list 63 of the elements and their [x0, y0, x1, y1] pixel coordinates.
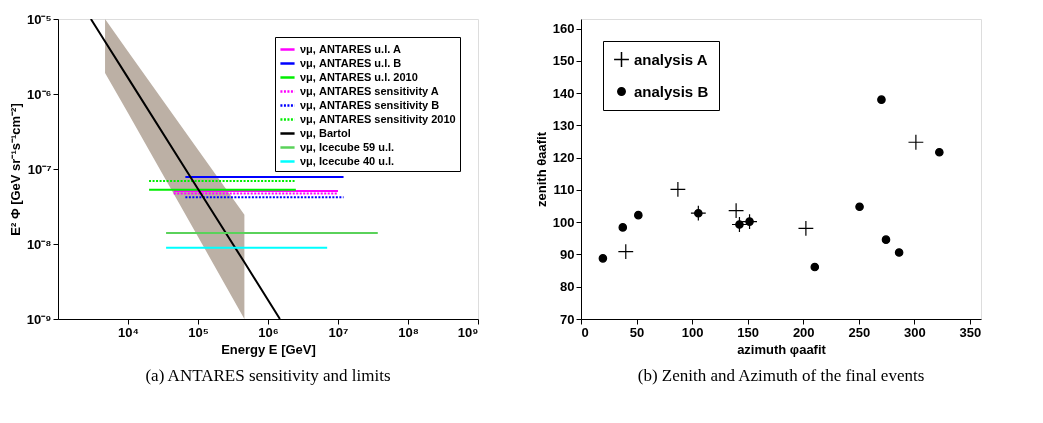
- legend-label: νμ, ANTARES sensitivity B: [300, 98, 440, 111]
- point: [877, 95, 886, 104]
- point: [797, 220, 814, 237]
- y-tick-label: 130: [552, 117, 575, 133]
- x-tick-label: 10⁹: [457, 324, 479, 340]
- y-tick-label: 90: [560, 246, 575, 262]
- point: [669, 181, 686, 198]
- y-tick-label: 10⁻⁷: [27, 161, 52, 177]
- x-tick-label: 10⁸: [398, 324, 419, 340]
- x-axis-title: Energy E [GeV]: [221, 341, 316, 357]
- point: [618, 223, 628, 232]
- y-tick-label: 70: [560, 311, 575, 327]
- point: [855, 202, 864, 212]
- point: [690, 205, 707, 222]
- x-tick-label: 10⁷: [328, 324, 349, 340]
- y-tick-label: 150: [552, 53, 575, 69]
- x-tick-label: 150: [737, 324, 760, 340]
- y-tick-label: 110: [553, 182, 575, 198]
- x-tick-label: 10⁶: [258, 324, 279, 340]
- y-axis-title: zenith θaafit: [533, 131, 549, 207]
- y-tick-label: 160: [552, 21, 575, 37]
- legend-label: νμ, ANTARES u.l. 2010: [300, 70, 418, 83]
- x-tick-label: 0: [581, 324, 589, 340]
- y-tick-label: 80: [560, 279, 575, 295]
- x-tick-label: 10⁵: [188, 324, 209, 340]
- legend-label: νμ, ANTARES sensitivity 2010: [300, 112, 456, 125]
- y-tick-label: 10⁻⁵: [26, 11, 52, 27]
- y-tick-label: 10⁻⁹: [26, 311, 52, 327]
- point: [894, 248, 904, 257]
- point: [598, 254, 608, 263]
- point: [617, 243, 634, 260]
- legend-label: analysis B: [634, 82, 709, 100]
- point: [728, 202, 745, 219]
- y-tick-label: 140: [552, 85, 575, 101]
- x-tick-label: 10⁴: [118, 324, 139, 340]
- x-tick-label: 350: [959, 324, 982, 340]
- x-tick-label: 50: [629, 324, 645, 340]
- x-tick-label: 100: [681, 324, 704, 340]
- x-tick-label: 250: [848, 324, 871, 340]
- point: [907, 134, 924, 151]
- legend-label: νμ, ANTARES u.l. B: [300, 56, 402, 69]
- x-axis-title: azimuth φaafit: [737, 341, 827, 357]
- point: [694, 208, 703, 218]
- x-tick-label: 200: [792, 324, 815, 340]
- y-tick-label: 100: [552, 214, 575, 230]
- legend-label: νμ, Icecube 59 u.l.: [300, 140, 395, 153]
- legend-label: νμ, ANTARES u.l. A: [300, 42, 401, 55]
- text: (b) Zenith and Azimuth of the final events: [637, 366, 925, 385]
- legend-label: νμ, ANTARES sensitivity A: [300, 84, 439, 97]
- point: [810, 262, 820, 272]
- x-tick-label: 300: [903, 324, 926, 340]
- y-tick-label: 10⁻⁸: [26, 236, 52, 252]
- y-axis-title: E² Φ [GeV sr⁻¹s⁻¹cm⁻²]: [7, 103, 23, 236]
- point: [735, 220, 744, 229]
- legend-label: νμ, Bartol: [300, 126, 351, 139]
- text: (a) ANTARES sensitivity and limits: [145, 366, 391, 385]
- y-tick-label: 10⁻⁶: [27, 86, 52, 102]
- y-tick-label: 120: [552, 150, 575, 166]
- legend-label: analysis A: [634, 50, 708, 68]
- legend-label: νμ, Icecube 40 u.l.: [300, 154, 395, 167]
- point: [634, 210, 643, 220]
- point: [935, 147, 944, 157]
- point: [881, 235, 891, 244]
